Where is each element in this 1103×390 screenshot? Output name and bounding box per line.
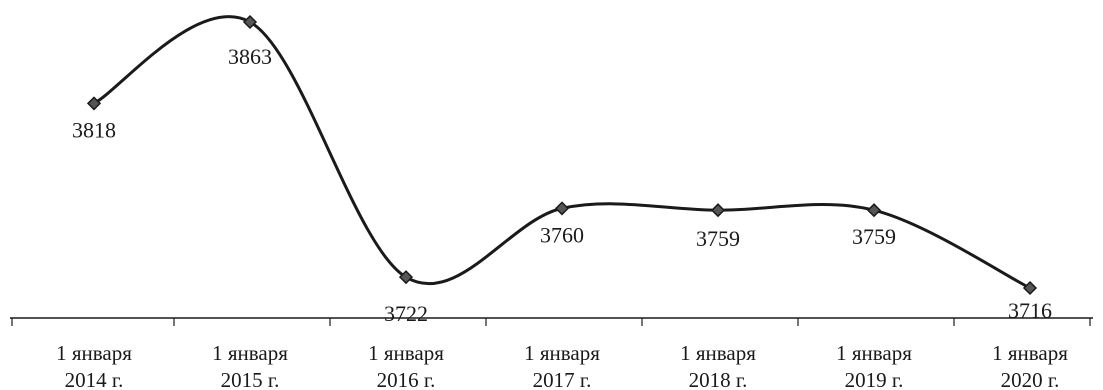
data-point-marker: [1022, 280, 1038, 296]
data-point-marker: [242, 14, 258, 30]
x-tick-label: 2020 г.: [1001, 368, 1060, 390]
x-tick-label: 1 января: [56, 341, 132, 365]
data-point-marker: [86, 96, 102, 111]
data-point-marker: [398, 270, 414, 285]
data-label: 3722: [384, 301, 428, 326]
data-label: 3818: [72, 117, 116, 142]
x-tick-label: 1 января: [680, 341, 756, 365]
x-tick-labels: 1 января 2014 г. 1 января 2015 г. 1 января 20…: [56, 341, 1068, 390]
x-tick-label: 1 января: [836, 341, 912, 365]
x-tick-label: 2019 г.: [845, 368, 904, 390]
data-point-marker: [710, 203, 726, 218]
data-label: 3759: [696, 226, 740, 251]
x-tick-label: 1 января: [992, 341, 1068, 365]
data-markers: [86, 14, 1038, 296]
data-label: 3863: [228, 44, 272, 69]
x-tick-label: 1 января: [524, 341, 600, 365]
x-tick-label: 2014 г.: [65, 368, 124, 390]
x-tick-label: 2017 г.: [533, 368, 592, 390]
x-tick-label: 2018 г.: [689, 368, 748, 390]
x-tick-label: 2015 г.: [221, 368, 280, 390]
data-label: 3759: [852, 224, 896, 249]
x-tick-label: 2016 г.: [377, 368, 436, 390]
data-labels: 3818 3863 3722 3760 3759 3759 3716: [72, 44, 1052, 326]
data-label: 3760: [540, 222, 584, 247]
data-point-marker: [866, 203, 882, 218]
x-tick-label: 1 января: [368, 341, 444, 365]
x-tick-label: 1 января: [212, 341, 288, 365]
data-label: 3716: [1008, 298, 1052, 323]
x-axis-ticks: [11, 318, 1091, 326]
data-point-marker: [554, 201, 570, 216]
